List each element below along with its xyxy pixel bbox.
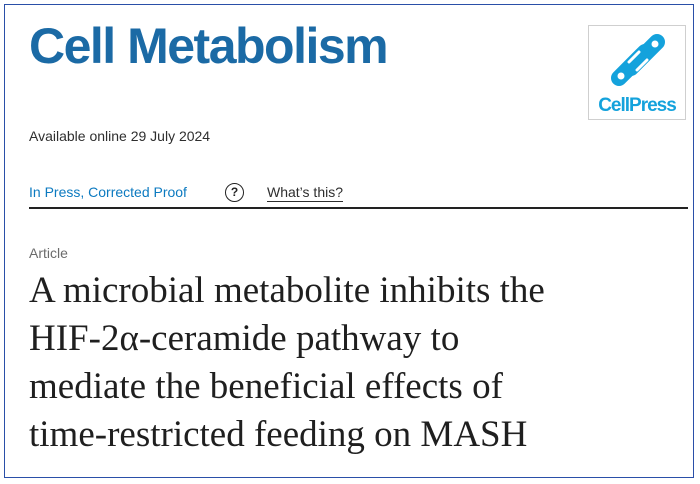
cellpress-link-icon [611,34,665,86]
article-status-bar: In Press, Corrected Proof ? What’s this? [29,183,688,209]
article-title-line: mediate the beneficial effects of [29,366,503,407]
article-header-card: Cell Metabolism CellPress Available onli… [4,4,694,478]
in-press-status-link[interactable]: In Press, Corrected Proof [29,184,187,200]
availability-date: Available online 29 July 2024 [29,128,211,144]
article-title-line: time-restricted feeding on MASH [29,414,528,455]
article-type-label: Article [29,245,68,261]
cellpress-logo[interactable]: CellPress [588,25,686,120]
journal-title[interactable]: Cell Metabolism [29,18,389,74]
article-title: A microbial metabolite inhibits the HIF-… [29,267,684,459]
article-title-line: HIF-2α-ceramide pathway to [29,318,460,359]
article-title-line: A microbial metabolite inhibits the [29,270,545,311]
question-circle-icon[interactable]: ? [225,183,244,202]
whats-this-link[interactable]: What’s this? [267,184,343,202]
cellpress-wordmark: CellPress [598,95,677,116]
